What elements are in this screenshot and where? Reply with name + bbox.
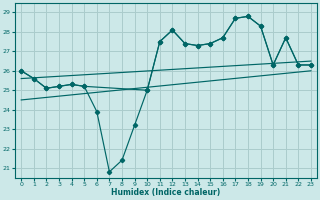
X-axis label: Humidex (Indice chaleur): Humidex (Indice chaleur): [111, 188, 221, 197]
